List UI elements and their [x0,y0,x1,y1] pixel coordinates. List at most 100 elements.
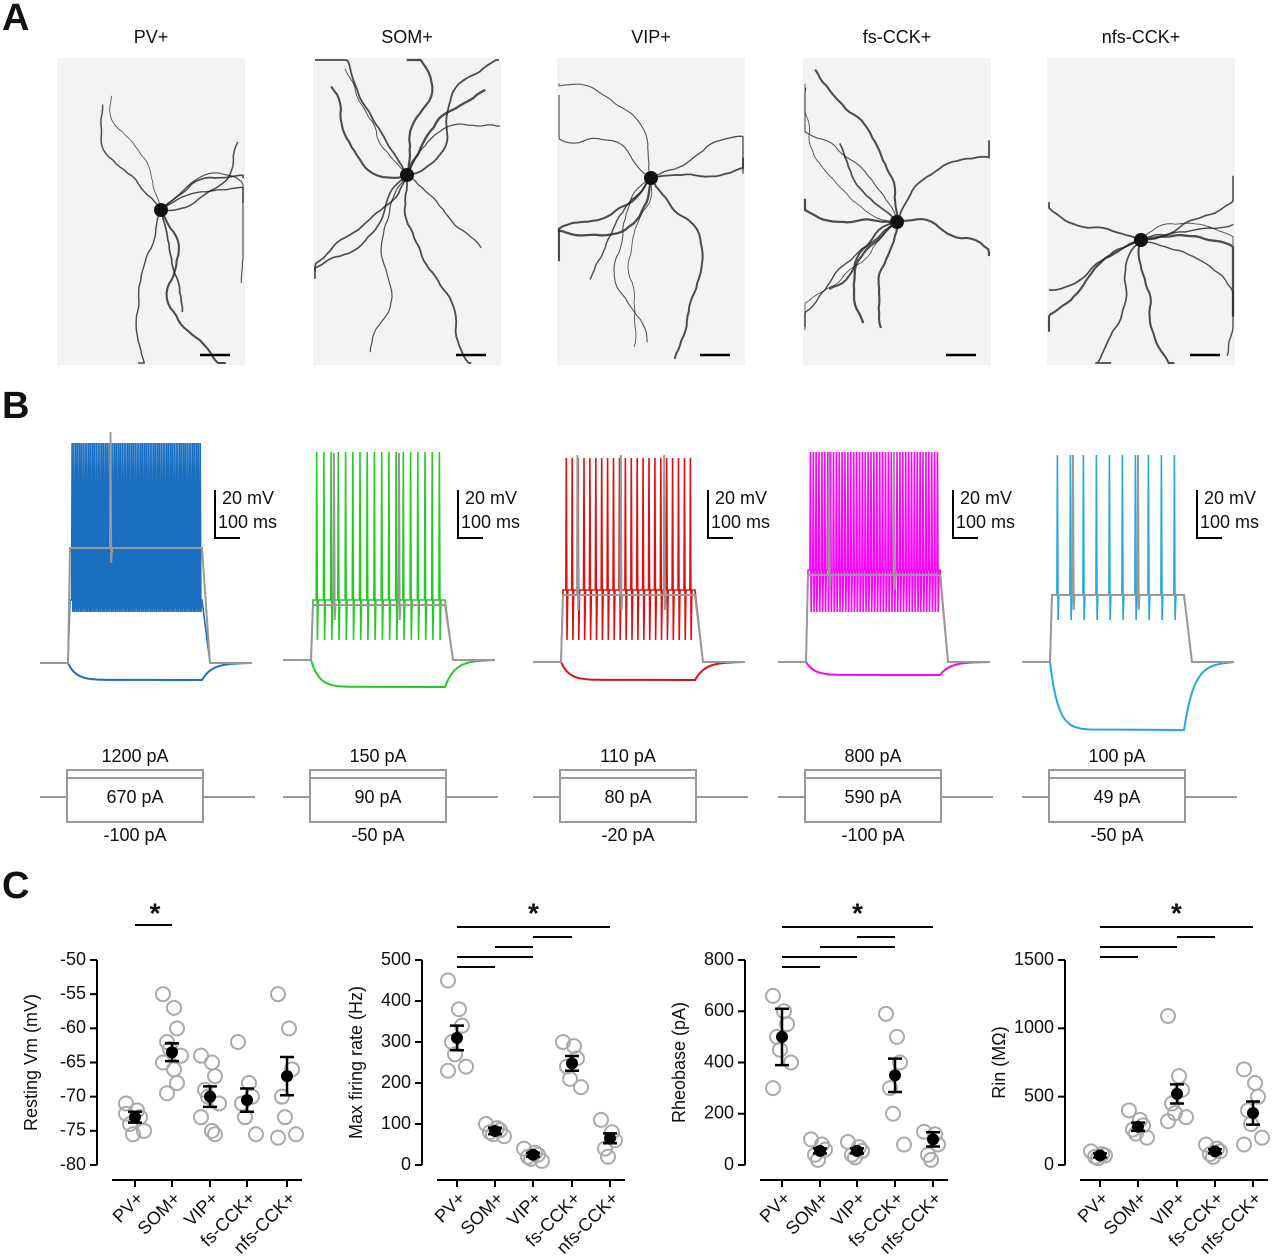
step-box [804,769,942,823]
y-tick-label: -80 [60,1154,86,1174]
data-point [169,1075,185,1091]
y-tick-label: -50 [60,949,86,969]
data-point [288,1126,304,1143]
dendrite [650,177,704,360]
soma [644,171,658,185]
dendrite [877,221,899,329]
data-point [573,1079,589,1096]
scale-bar [1196,490,1222,539]
panel-label: B [2,385,29,427]
y-axis-label: Max firing rate (Hz) [346,986,366,1139]
data-point [204,1054,220,1071]
step-rheobase: 49 pA [1093,787,1140,807]
mean [1171,1087,1183,1100]
data-point [270,1129,286,1146]
y-tick-label: 200 [381,1072,411,1092]
trace-rheobase [778,451,990,663]
data-point [923,1151,939,1168]
dendrite [406,59,499,176]
data-point [207,1068,223,1085]
mean [527,1148,539,1161]
dendrite [314,174,408,279]
scale-voltage: 20 mV [465,488,517,508]
data-point [593,1111,609,1128]
cell-type-label: nfs-CCK+ [1102,27,1181,47]
scale-time: 100 ms [711,512,770,532]
mean [1247,1107,1259,1120]
dendrite [650,135,744,179]
data-point [776,1003,792,1020]
dendrite [100,104,162,211]
data-point [1178,1109,1194,1126]
dendrite [109,95,162,211]
scale-time: 100 ms [461,512,520,532]
step-box [1048,769,1186,823]
step-max: 1200 pA [101,746,168,766]
mean [776,1030,788,1043]
data-point [1236,1136,1252,1153]
data-point [248,1126,264,1143]
cell-type-label: PV+ [134,27,169,47]
trace-max [533,457,745,663]
data-point [270,986,286,1003]
data-point [230,1034,246,1050]
step-rheobase: 590 pA [844,787,901,807]
step-max: 100 pA [1088,746,1145,766]
y-tick-label: 100 [381,1113,411,1133]
trace-rheobase [283,452,495,661]
data-point [779,1016,795,1033]
step-rheobase: 90 pA [354,787,401,807]
y-tick-label: 300 [381,1031,411,1051]
y-tick-label: -70 [60,1085,86,1105]
significance-star: * [852,897,863,928]
data-point [1247,1075,1263,1091]
step-box [559,769,697,823]
dendrite [803,198,898,224]
data-point [440,972,456,989]
scale-bar [952,490,978,539]
y-tick-label: -55 [60,983,86,1003]
dendrite [1140,223,1234,241]
x-tick-label: SOM+ [457,1188,508,1239]
step-min: -100 pA [103,825,166,845]
data-point [193,1109,209,1126]
mean [1209,1145,1221,1158]
y-tick-label: 1000 [1014,1017,1054,1037]
data-point [136,1122,152,1139]
scale-bar [214,490,240,539]
data-point [600,1148,616,1165]
data-point [1236,1061,1252,1078]
scale-bar [707,490,733,539]
step-box [309,769,447,823]
data-point [1254,1129,1270,1146]
mean [927,1133,939,1146]
data-point [555,1034,571,1050]
dendrite [804,87,898,223]
data-point [1139,1129,1155,1146]
neuron [1047,175,1235,365]
soma [1134,233,1148,247]
data-point [882,1080,898,1097]
data-point [878,1005,894,1022]
y-tick-label: 600 [704,1000,734,1020]
x-tick-label: SOM+ [134,1188,185,1239]
data-point [783,1054,799,1071]
dendrite [314,174,408,271]
data-point [237,1109,253,1126]
y-axis-label: Rheobase (pA) [669,1002,689,1123]
neuron [557,83,744,360]
step-max: 150 pA [349,746,406,766]
step-max: 110 pA [600,746,656,766]
mean [814,1144,826,1157]
dendrite [160,209,184,313]
dendrite [627,177,653,347]
significance-star: * [1171,897,1182,928]
data-point [534,1152,550,1169]
data-point [1198,1136,1214,1153]
data-point [277,1109,293,1126]
dendrite [1137,239,1175,365]
x-tick-label: SOM+ [782,1188,833,1239]
neuron [100,95,244,365]
data-point [1171,1068,1187,1085]
data-point [772,1041,788,1058]
